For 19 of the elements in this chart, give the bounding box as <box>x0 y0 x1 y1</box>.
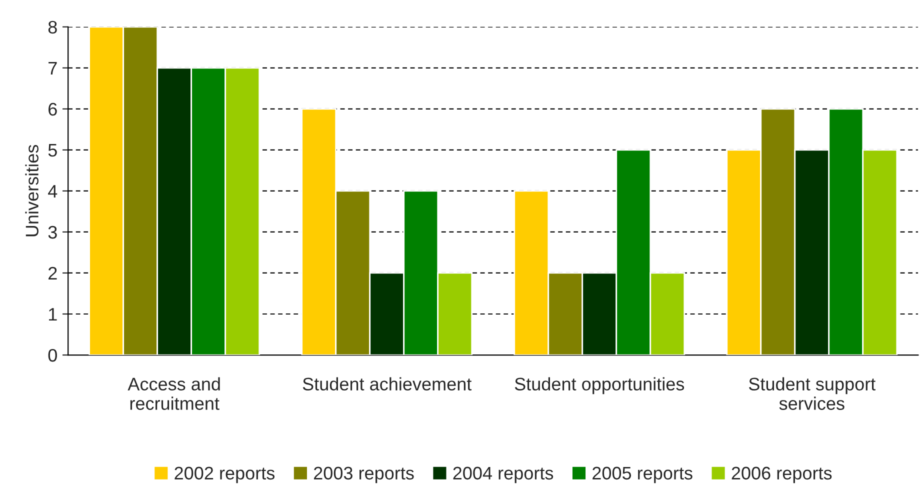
y-tick-label: 4 <box>48 185 58 198</box>
y-tick-label: 5 <box>48 144 57 157</box>
x-tick-label: Student achievement <box>302 377 472 390</box>
y-tick-label: 6 <box>48 102 57 116</box>
x-tick-label: Access and recruitment <box>128 377 220 410</box>
legend-label: 2003 reports <box>314 466 414 484</box>
y-tick-label: 7 <box>48 62 57 74</box>
y-axis-title: Universities <box>25 144 38 236</box>
legend-label: 2004 reports <box>453 466 554 484</box>
x-tick-label: Student opportunities <box>514 377 684 394</box>
legend-label: 2005 reports <box>592 466 692 484</box>
y-tick-label: 2 <box>48 266 57 280</box>
y-tick-label: 0 <box>48 348 57 362</box>
legend-label: 2006 reports <box>732 466 832 484</box>
y-tick-label: 1 <box>49 308 57 321</box>
x-tick-label: Student support services <box>748 377 876 410</box>
y-tick-label: 8 <box>48 20 57 34</box>
legend-label: 2002 reports <box>174 466 275 484</box>
y-tick-label: 3 <box>48 226 57 239</box>
